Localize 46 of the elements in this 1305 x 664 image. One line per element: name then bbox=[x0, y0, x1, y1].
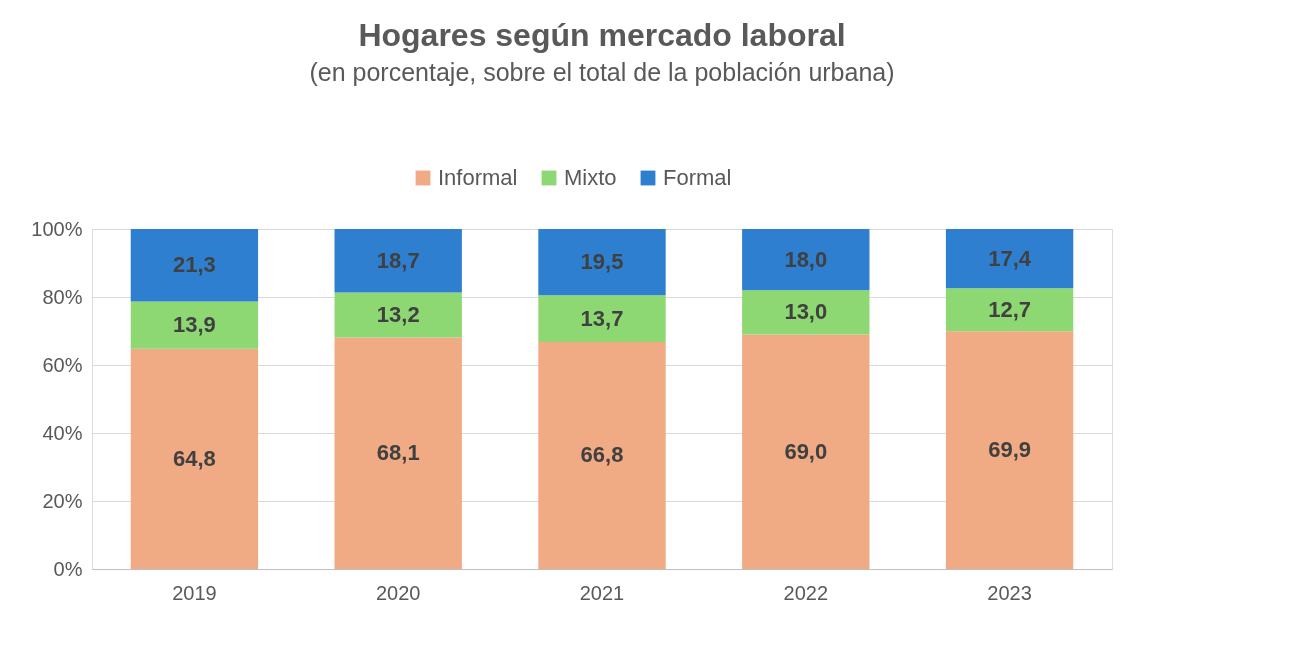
data-label: 19,5 bbox=[580, 249, 624, 275]
bar bbox=[945, 229, 1074, 289]
legend-label: Informal bbox=[438, 165, 518, 190]
data-label: 17,4 bbox=[988, 245, 1032, 271]
data-label: 18,7 bbox=[376, 247, 420, 273]
bar bbox=[130, 348, 259, 569]
y-tick-label: 0% bbox=[53, 557, 83, 580]
bar bbox=[130, 229, 259, 302]
data-label: 13,2 bbox=[376, 302, 420, 328]
y-tick-label: 100% bbox=[31, 217, 83, 240]
data-label: 68,1 bbox=[376, 440, 420, 466]
bar bbox=[945, 331, 1074, 569]
data-label: 18,0 bbox=[784, 246, 828, 272]
bar bbox=[538, 295, 666, 342]
y-tick-label: 60% bbox=[42, 353, 83, 376]
data-label: 66,8 bbox=[580, 442, 624, 468]
x-tick-label: 2023 bbox=[987, 581, 1032, 604]
x-tick-label: 2022 bbox=[783, 581, 829, 604]
data-label: 12,7 bbox=[988, 296, 1032, 322]
data-label: 21,3 bbox=[172, 252, 216, 278]
bar bbox=[742, 229, 870, 291]
bar bbox=[334, 229, 462, 293]
chart-subtitle: (en porcentaje, sobre el total de la población urbana) bbox=[309, 58, 895, 86]
chart-title: Hogares según mercado laboral bbox=[358, 17, 846, 53]
data-label: 64,8 bbox=[172, 445, 216, 471]
bar bbox=[538, 229, 666, 296]
data-label: 13,9 bbox=[172, 312, 216, 338]
x-tick-label: 2019 bbox=[172, 581, 217, 604]
y-tick-label: 80% bbox=[42, 285, 83, 308]
bar bbox=[130, 301, 259, 349]
bar bbox=[945, 288, 1074, 332]
bar bbox=[742, 334, 870, 569]
y-tick-label: 20% bbox=[42, 489, 83, 512]
data-label: 69,0 bbox=[784, 438, 828, 464]
data-label: 13,7 bbox=[580, 305, 624, 331]
bar bbox=[334, 292, 462, 338]
bar bbox=[742, 290, 870, 335]
legend-label: Formal bbox=[663, 165, 732, 190]
data-label: 13,0 bbox=[784, 299, 828, 325]
bar bbox=[538, 341, 666, 569]
bar bbox=[334, 337, 462, 569]
x-tick-label: 2020 bbox=[375, 581, 421, 604]
legend-label: Mixto bbox=[564, 165, 617, 190]
y-tick-label: 40% bbox=[42, 421, 83, 444]
data-label: 69,9 bbox=[988, 437, 1032, 463]
x-tick-label: 2021 bbox=[579, 581, 625, 604]
